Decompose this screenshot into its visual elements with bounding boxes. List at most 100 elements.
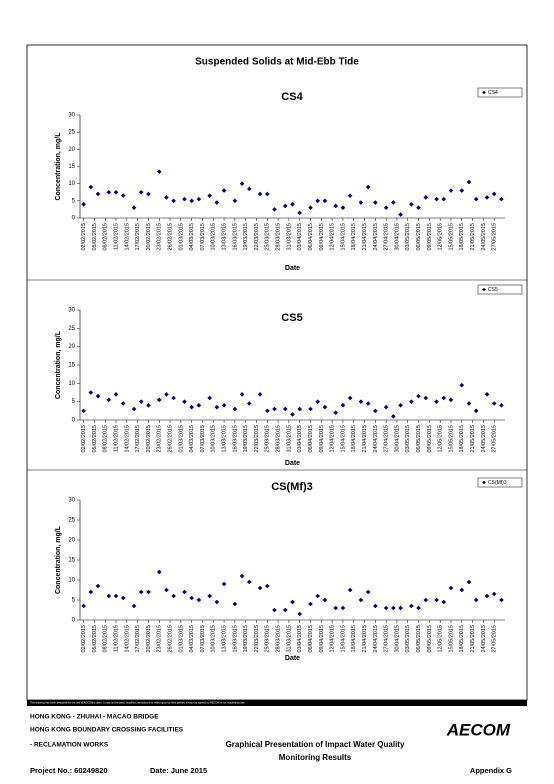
data-point xyxy=(232,601,238,607)
data-point xyxy=(347,193,353,198)
date: Date: June 2015 xyxy=(150,766,207,775)
y-tick-label: 15 xyxy=(68,558,75,564)
data-point xyxy=(365,589,371,595)
logo: AECOM xyxy=(446,720,511,739)
data-point xyxy=(473,597,479,603)
data-point xyxy=(340,205,346,210)
y-tick-label: 0 xyxy=(72,618,76,624)
data-point xyxy=(272,607,277,613)
x-tick-label: 19/03/2015 xyxy=(243,425,249,453)
project-line: HONG KONG - ZHUHAI - MACAO BRIDGE xyxy=(30,714,159,721)
data-point xyxy=(239,573,245,579)
data-point xyxy=(182,399,187,404)
x-tick-label: 01/03/2015 xyxy=(178,625,184,653)
data-point xyxy=(340,605,346,611)
x-tick-label: 07/03/2015 xyxy=(200,425,206,453)
data-point xyxy=(290,412,295,417)
y-axis-label: Concentration, mg/L xyxy=(55,525,62,594)
x-tick-label: 09/04/2015 xyxy=(319,223,325,251)
data-point xyxy=(434,597,439,603)
x-tick-label: 23/02/2015 xyxy=(157,425,163,453)
y-tick-label: 20 xyxy=(68,344,75,350)
data-point xyxy=(113,593,119,599)
project-no: Project No.: 60249820 xyxy=(30,766,108,775)
x-tick-label: 24/04/2015 xyxy=(373,425,379,453)
x-tick-label: 05/02/2015 xyxy=(92,223,98,251)
data-point xyxy=(282,203,288,209)
y-tick-label: 5 xyxy=(72,399,76,405)
data-point xyxy=(146,589,151,595)
data-point xyxy=(423,395,429,401)
x-tick-label: 09/05/2015 xyxy=(427,625,433,653)
y-tick-label: 20 xyxy=(68,538,75,544)
data-point xyxy=(146,403,151,408)
x-tick-label: 31/03/2015 xyxy=(286,223,292,251)
data-point xyxy=(221,188,227,193)
x-tick-label: 25/03/2015 xyxy=(265,223,271,251)
y-tick-label: 30 xyxy=(68,113,75,119)
x-tick-label: 25/03/2015 xyxy=(265,625,271,653)
x-tick-label: 11/02/2015 xyxy=(113,625,119,652)
x-tick-label: 03/05/2015 xyxy=(405,425,411,453)
data-point xyxy=(484,392,490,397)
data-point xyxy=(171,198,176,204)
data-point xyxy=(257,585,263,591)
data-point xyxy=(459,587,465,593)
disclaimer: This drawing has been prepared for the u… xyxy=(30,701,245,705)
data-point xyxy=(365,401,371,406)
data-point xyxy=(81,201,86,207)
y-axis-label: Concentration, mg/L xyxy=(55,132,62,201)
x-tick-label: 11/02/2015 xyxy=(113,223,119,250)
data-point xyxy=(473,408,479,414)
x-tick-label: 24/04/2015 xyxy=(373,625,379,653)
x-tick-label: 08/02/2015 xyxy=(103,223,109,251)
data-point xyxy=(365,184,371,190)
data-point xyxy=(264,408,270,414)
x-tick-label: 10/03/2015 xyxy=(211,425,217,453)
x-tick-label: 03/04/2015 xyxy=(297,425,303,453)
drawing-title: Monitoring Results xyxy=(279,753,352,762)
x-tick-label: 28/03/2015 xyxy=(276,625,282,653)
data-point xyxy=(358,399,364,404)
x-axis-label: Date xyxy=(285,265,300,272)
data-point xyxy=(383,605,389,611)
x-tick-label: 01/03/2015 xyxy=(178,223,184,251)
data-point xyxy=(214,200,220,205)
x-tick-label: 02/02/2015 xyxy=(81,223,87,251)
data-point xyxy=(499,597,504,603)
data-point xyxy=(448,188,454,193)
y-axis-label: Concentration, mg/L xyxy=(55,330,62,399)
x-tick-label: 19/03/2015 xyxy=(243,625,249,653)
x-tick-label: 15/05/2015 xyxy=(448,425,454,453)
x-tick-label: 16/03/2015 xyxy=(232,223,238,251)
data-point xyxy=(196,597,202,603)
data-point xyxy=(138,589,144,595)
data-point xyxy=(146,191,151,197)
data-point xyxy=(189,404,194,410)
x-tick-label: 08/02/2015 xyxy=(103,625,109,653)
data-point xyxy=(131,603,137,609)
x-tick-label: 09/04/2015 xyxy=(319,625,325,653)
x-tick-label: 21/04/2015 xyxy=(362,625,368,653)
data-point xyxy=(171,395,176,401)
x-tick-label: 17/02/2015 xyxy=(135,425,141,453)
x-tick-label: 15/04/2015 xyxy=(340,425,346,453)
data-point xyxy=(189,198,194,204)
data-point xyxy=(88,589,94,595)
x-tick-label: 27/05/2015 xyxy=(492,223,498,251)
data-point xyxy=(81,603,86,609)
x-tick-label: 24/05/2015 xyxy=(481,223,487,251)
project-line: - RECLAMATION WORKS xyxy=(30,742,109,749)
data-point xyxy=(156,569,162,575)
data-point xyxy=(214,404,220,410)
x-tick-label: 13/03/2015 xyxy=(222,425,228,453)
data-point xyxy=(164,392,169,397)
x-tick-label: 16/03/2015 xyxy=(232,625,238,653)
page-border xyxy=(26,44,528,701)
data-point xyxy=(207,593,212,599)
data-point xyxy=(398,403,403,408)
x-tick-label: 18/04/2015 xyxy=(351,425,357,453)
data-point xyxy=(297,611,303,617)
x-tick-label: 08/02/2015 xyxy=(103,425,109,453)
x-tick-label: 27/04/2015 xyxy=(384,425,390,453)
